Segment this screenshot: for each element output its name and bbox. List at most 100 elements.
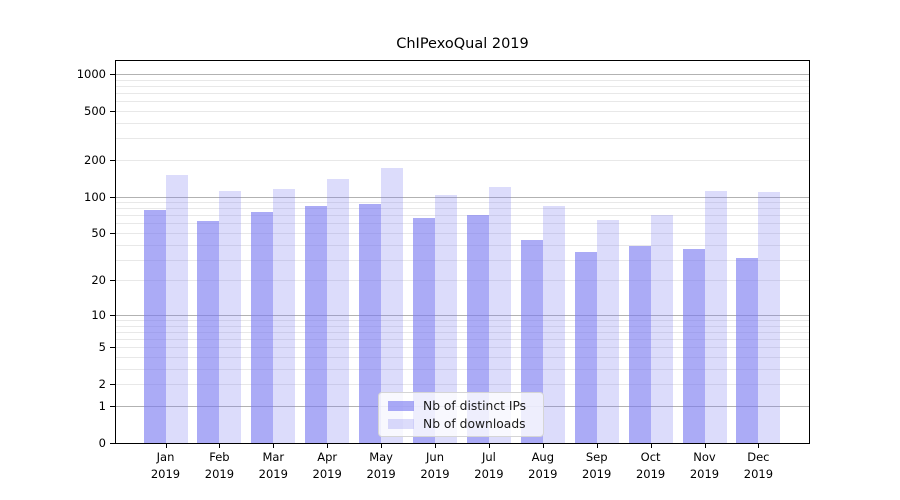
bar-distinct-ips-nov	[682, 248, 705, 443]
chart-title: ChIPexoQual 2019	[396, 36, 529, 52]
y-tick-label-5: 5	[98, 340, 106, 355]
bar-downloads-jan	[165, 175, 188, 443]
y-tick-label-2: 2	[98, 377, 106, 392]
gridline-minor-900	[116, 79, 809, 81]
x-tick-label-may: May 2019	[366, 450, 396, 481]
gridline-minor-700	[116, 93, 809, 94]
gridline-major-1000	[116, 73, 809, 75]
y-tick-mark-500	[110, 110, 115, 112]
gridline-minor-400	[116, 122, 809, 124]
x-tick-label-feb: Feb 2019	[204, 450, 235, 481]
y-tick-mark-2	[110, 384, 115, 386]
gridline-minor-90	[116, 202, 809, 203]
gridline-minor-4	[116, 357, 809, 358]
bar-downloads-dec	[758, 192, 781, 443]
plot-area: Nb of distinct IPs Nb of downloads	[115, 60, 810, 444]
y-tick-label-0: 0	[98, 436, 106, 450]
gridline-minor-300	[116, 138, 809, 140]
gridline-minor-60	[116, 223, 809, 225]
gridline-minor-800	[116, 85, 809, 87]
x-tick-label-jul: Jul 2019	[474, 450, 504, 481]
x-tick-mark-may	[381, 444, 383, 448]
legend-label-distinct-ips: Nb of distinct IPs	[423, 398, 527, 413]
legend-item-distinct-ips: Nb of distinct IPs	[388, 398, 534, 413]
x-tick-mark-mar	[273, 444, 275, 448]
gridline-minor-80	[116, 208, 809, 210]
y-tick-mark-200	[110, 159, 115, 161]
x-tick-mark-oct	[650, 444, 652, 448]
bar-distinct-ips-may	[359, 204, 382, 443]
x-tick-label-oct: Oct 2019	[635, 450, 666, 481]
y-tick-mark-50	[110, 233, 115, 234]
gridline-minor-200	[116, 159, 809, 161]
y-tick-mark-20	[110, 280, 115, 282]
gridline-minor-2	[116, 384, 809, 386]
x-tick-mark-jun	[435, 444, 436, 448]
y-tick-label-1: 1	[98, 399, 106, 413]
legend-label-downloads: Nb of downloads	[423, 416, 526, 431]
gridline-minor-8	[116, 325, 809, 327]
x-tick-mark-jul	[488, 444, 490, 448]
bar-distinct-ips-jul	[466, 214, 489, 443]
bar-downloads-jun	[435, 194, 457, 443]
x-tick-label-jan: Jan 2019	[150, 450, 181, 481]
bar-distinct-ips-feb	[197, 220, 220, 443]
bar-downloads-sep	[596, 220, 619, 443]
y-tick-mark-0	[110, 443, 115, 444]
y-tick-mark-5	[110, 347, 115, 349]
x-tick-label-apr: Apr 2019	[312, 450, 342, 481]
x-tick-mark-aug	[542, 444, 544, 448]
y-tick-label-10: 10	[91, 307, 106, 322]
bar-downloads-oct	[650, 215, 673, 443]
gridline-minor-9	[116, 320, 809, 321]
bar-downloads-jul	[488, 186, 511, 443]
x-tick-mark-feb	[219, 444, 221, 448]
bar-downloads-may	[381, 168, 404, 443]
x-tick-mark-apr	[327, 444, 329, 448]
x-tick-mark-sep	[596, 444, 598, 448]
x-tick-label-mar: Mar 2019	[258, 450, 288, 481]
y-tick-label-500: 500	[84, 103, 106, 118]
gridline-minor-20	[116, 280, 809, 282]
bar-downloads-nov	[704, 190, 727, 443]
gridline-minor-3	[116, 368, 809, 370]
y-tick-label-50: 50	[91, 226, 106, 240]
y-tick-label-1000: 1000	[76, 66, 106, 81]
bar-distinct-ips-oct	[628, 245, 651, 443]
y-tick-mark-10	[110, 314, 115, 316]
bar-distinct-ips-dec	[736, 257, 759, 443]
y-tick-label-100: 100	[84, 189, 106, 204]
legend-swatch-downloads	[388, 418, 414, 429]
y-tick-label-20: 20	[91, 273, 106, 288]
bar-downloads-feb	[219, 191, 242, 443]
x-tick-mark-dec	[758, 444, 760, 448]
legend: Nb of distinct IPs Nb of downloads	[378, 392, 544, 437]
bar-downloads-mar	[273, 188, 296, 443]
x-tick-label-aug: Aug 2019	[528, 450, 558, 481]
gridline-minor-6	[116, 339, 809, 341]
gridline-major-10	[116, 314, 809, 316]
x-tick-label-jun: Jun 2019	[420, 450, 450, 481]
bar-distinct-ips-sep	[574, 251, 597, 443]
bar-distinct-ips-mar	[251, 211, 274, 443]
x-tick-mark-jan	[165, 444, 167, 448]
gridline-minor-7	[116, 331, 809, 333]
x-tick-mark-nov	[704, 444, 706, 448]
gridline-minor-30	[116, 259, 809, 261]
x-tick-label-nov: Nov 2019	[689, 450, 720, 481]
bar-downloads-aug	[542, 206, 565, 443]
gridline-minor-40	[116, 244, 809, 246]
x-tick-label-sep: Sep 2019	[582, 450, 612, 481]
gridline-minor-5	[116, 347, 809, 349]
gridline-minor-600	[116, 101, 809, 103]
gridline-minor-50	[116, 233, 809, 234]
bar-distinct-ips-jan	[143, 209, 166, 443]
y-tick-mark-1	[110, 406, 115, 407]
bar-distinct-ips-jun	[413, 217, 435, 443]
y-tick-mark-1000	[110, 73, 115, 75]
gridline-major-100	[116, 196, 809, 198]
legend-item-downloads: Nb of downloads	[388, 416, 534, 431]
gridline-minor-500	[116, 110, 809, 112]
bar-downloads-apr	[327, 179, 350, 443]
y-tick-mark-100	[110, 196, 115, 198]
